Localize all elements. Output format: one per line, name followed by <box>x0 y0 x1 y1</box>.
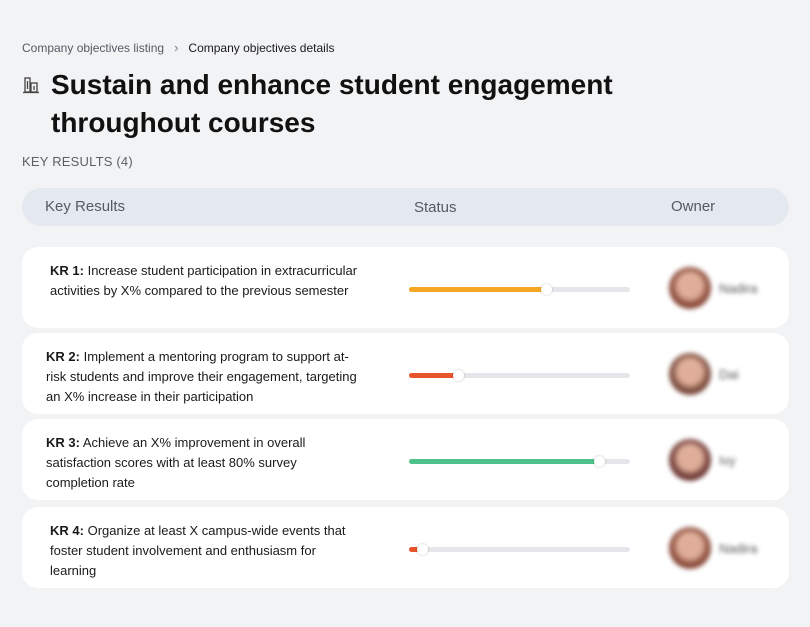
avatar <box>669 527 711 569</box>
progress-fill <box>409 373 458 378</box>
owner[interactable]: Dai <box>669 353 739 395</box>
key-result-description: KR 2: Implement a mentoring program to s… <box>46 347 366 407</box>
avatar <box>669 267 711 309</box>
table-header: Key Results Status Owner <box>22 188 789 226</box>
key-result-text: Achieve an X% improvement in overall sat… <box>46 435 306 490</box>
key-result-row[interactable]: KR 2: Implement a mentoring program to s… <box>22 333 789 414</box>
progress-handle <box>541 284 552 295</box>
key-result-description: KR 4: Organize at least X campus-wide ev… <box>50 521 360 581</box>
progress-handle <box>417 544 428 555</box>
key-result-label: KR 2: <box>46 349 80 364</box>
column-header-status: Status <box>414 199 457 216</box>
key-result-description: KR 3: Achieve an X% improvement in overa… <box>46 433 346 493</box>
column-header-owner: Owner <box>671 198 716 215</box>
progress-fill <box>409 287 546 292</box>
key-result-text: Increase student participation in extrac… <box>50 263 358 298</box>
key-result-row[interactable]: KR 1: Increase student participation in … <box>22 247 789 328</box>
progress-bar <box>409 284 630 295</box>
breadcrumb-current: Company objectives details <box>188 40 335 55</box>
title-row: Sustain and enhance student engagement t… <box>22 66 651 142</box>
key-result-label: KR 3: <box>46 435 80 450</box>
key-result-label: KR 1: <box>50 263 84 278</box>
progress-fill <box>409 459 599 464</box>
progress-fill <box>409 547 422 552</box>
breadcrumb-separator-icon: › <box>174 40 179 55</box>
owner-name: Ivy <box>719 452 736 468</box>
progress-handle <box>453 370 464 381</box>
key-result-row[interactable]: KR 3: Achieve an X% improvement in overa… <box>22 419 789 500</box>
owner[interactable]: Ivy <box>669 439 736 481</box>
key-result-label: KR 4: <box>50 523 84 538</box>
key-results-count: KEY RESULTS (4) <box>22 154 133 169</box>
progress-bar <box>409 456 630 467</box>
owner-name: Nadira <box>719 280 758 296</box>
owner[interactable]: Nadira <box>669 267 757 309</box>
progress-bar <box>409 370 630 381</box>
owner[interactable]: Nadira <box>669 527 757 569</box>
key-result-text: Organize at least X campus-wide events t… <box>50 523 346 578</box>
key-result-row[interactable]: KR 4: Organize at least X campus-wide ev… <box>22 507 789 588</box>
breadcrumb: Company objectives listing › Company obj… <box>22 40 335 55</box>
building-icon <box>22 76 40 94</box>
owner-name: Dai <box>719 366 739 382</box>
owner-name: Nadira <box>719 540 758 556</box>
column-header-key-results: Key Results <box>45 198 126 215</box>
progress-bar <box>409 544 630 555</box>
breadcrumb-parent-link[interactable]: Company objectives listing <box>22 40 165 55</box>
avatar <box>669 353 711 395</box>
avatar <box>669 439 711 481</box>
key-result-text: Implement a mentoring program to support… <box>46 349 357 404</box>
key-result-description: KR 1: Increase student participation in … <box>50 261 370 301</box>
progress-handle <box>594 456 605 467</box>
page-title: Sustain and enhance student engagement t… <box>51 69 613 138</box>
